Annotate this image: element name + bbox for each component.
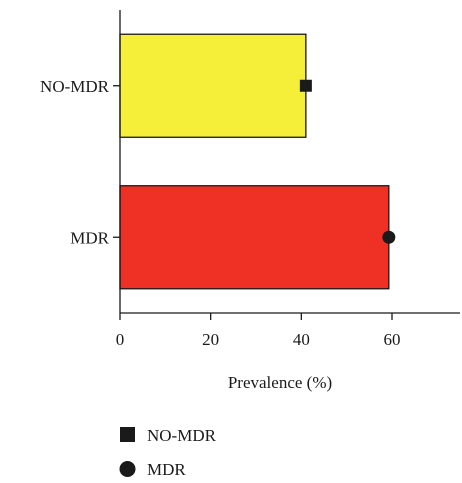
marker-square	[299, 79, 312, 92]
legend-square-icon	[120, 427, 135, 442]
x-tick-label: 20	[202, 330, 219, 349]
y-tick-label: MDR	[70, 228, 109, 247]
legend-circle-icon	[119, 461, 136, 477]
y-tick-label: NO-MDR	[40, 77, 110, 96]
bar-mdr	[119, 185, 390, 290]
y-ticks: NO-MDR MDR	[40, 77, 120, 247]
bars-layer	[119, 33, 390, 290]
marker-circle	[382, 230, 396, 244]
x-tick-label: 40	[293, 330, 310, 349]
x-tick-label: 0	[116, 330, 125, 349]
legend-label: NO-MDR	[147, 426, 217, 445]
bar-no-mdr	[119, 33, 307, 138]
x-tick-label: 60	[384, 330, 401, 349]
x-ticks: 0 20 40 60	[116, 313, 401, 349]
legend-label: MDR	[147, 460, 186, 479]
x-axis-title: Prevalence (%)	[228, 373, 332, 392]
legend: NO-MDR MDR	[119, 426, 217, 479]
markers-layer	[299, 79, 396, 244]
